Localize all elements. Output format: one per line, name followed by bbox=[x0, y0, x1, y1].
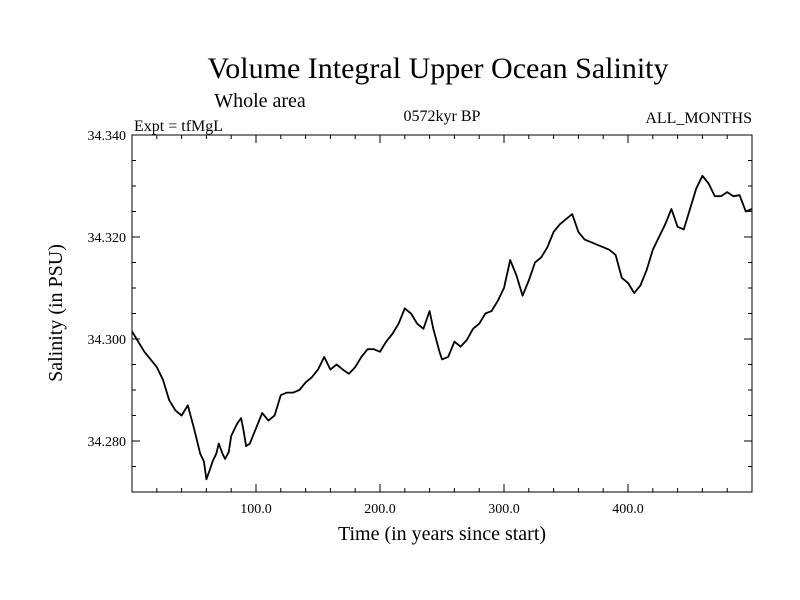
series-layer bbox=[131, 174, 753, 481]
months-label: ALL_MONTHS bbox=[645, 110, 752, 127]
y-tick-label: 34.340 bbox=[88, 129, 127, 144]
y-tick-label: 34.320 bbox=[88, 231, 127, 246]
y-tick-label: 34.280 bbox=[88, 435, 127, 450]
x-axis-ticks: 100.0 200.0 300.0 400.0 bbox=[156, 135, 728, 517]
y-axis-ticks: 34.280 34.300 34.320 34.340 bbox=[88, 129, 752, 493]
x-tick-label: 300.0 bbox=[488, 502, 520, 517]
x-axis-label: Time (in years since start) bbox=[338, 523, 546, 545]
x-tick-label: 200.0 bbox=[364, 502, 396, 517]
y-tick-label: 34.300 bbox=[88, 333, 127, 348]
x-tick-label: 400.0 bbox=[612, 502, 644, 517]
salinity-series-line bbox=[131, 174, 753, 481]
x-tick-label: 100.0 bbox=[240, 502, 272, 517]
chart-subtitle: Whole area bbox=[214, 90, 306, 112]
y-axis-label: Salinity (in PSU) bbox=[45, 244, 67, 382]
experiment-label: Expt = tfMgL bbox=[134, 118, 223, 135]
plot-frame bbox=[131, 134, 753, 493]
chart-title: Volume Integral Upper Ocean Salinity bbox=[208, 52, 669, 85]
period-label: 0572kyr BP bbox=[404, 108, 481, 125]
